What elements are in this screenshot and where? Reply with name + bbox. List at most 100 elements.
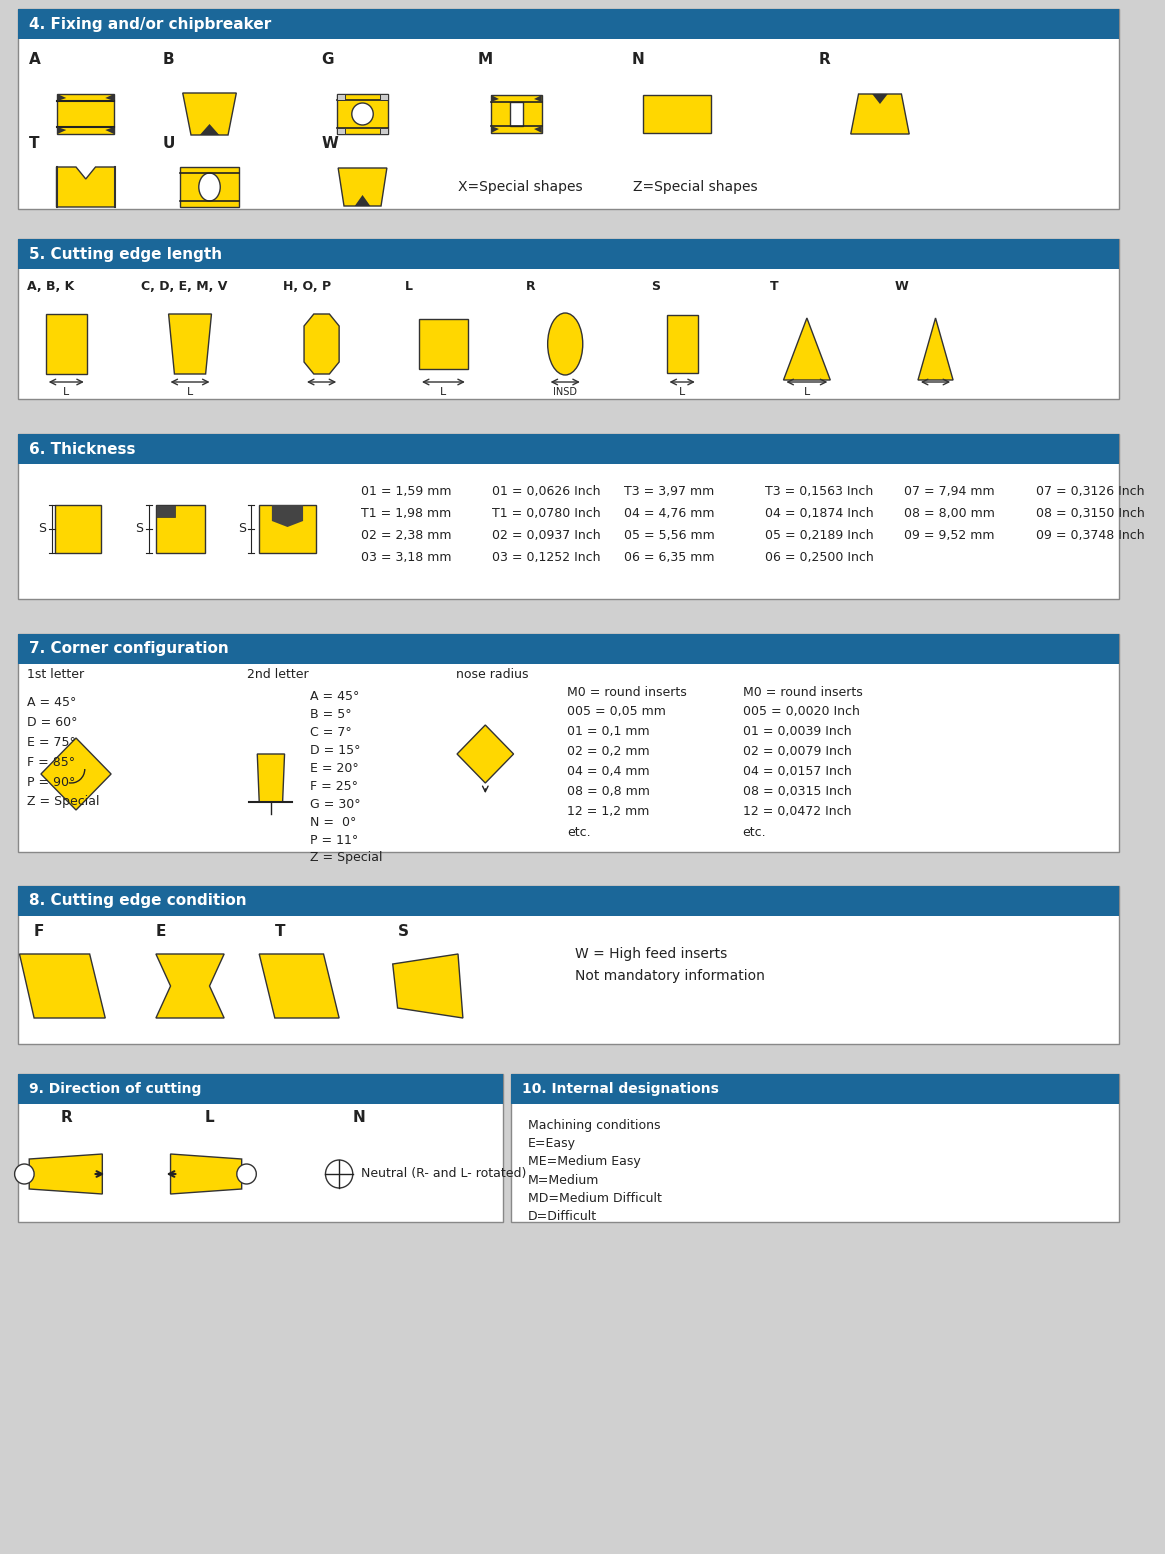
Bar [643,95,712,134]
Text: A = 45°: A = 45° [27,696,77,709]
Text: 08 = 0,8 mm: 08 = 0,8 mm [567,785,650,799]
Polygon shape [338,168,387,207]
Text: S: S [397,925,409,940]
Bar [509,103,523,126]
Text: E = 20°: E = 20° [310,761,359,774]
Text: 07 = 0,3126 Inch: 07 = 0,3126 Inch [1036,485,1144,499]
Text: etc.: etc. [567,825,591,839]
Text: etc.: etc. [742,825,767,839]
Text: H, O, P: H, O, P [283,281,331,294]
Text: 5. Cutting edge length: 5. Cutting edge length [29,247,223,261]
Bar [510,1074,1118,1221]
Text: 005 = 0,05 mm: 005 = 0,05 mm [567,706,666,718]
Text: A, B, K: A, B, K [27,281,75,294]
Bar [55,505,101,553]
Text: L: L [679,387,685,396]
Circle shape [352,103,373,124]
Bar [260,505,316,553]
Polygon shape [260,954,339,1018]
Text: S: S [135,522,143,536]
Text: 02 = 0,0937 Inch: 02 = 0,0937 Inch [492,530,601,542]
Text: F = 25°: F = 25° [310,780,358,793]
Polygon shape [393,954,463,1018]
Polygon shape [199,124,219,135]
Text: A = 45°: A = 45° [310,690,359,702]
Text: N: N [352,1111,365,1125]
Text: 06 = 6,35 mm: 06 = 6,35 mm [623,552,714,564]
Text: ME=Medium Easy: ME=Medium Easy [528,1156,641,1169]
Polygon shape [183,93,236,135]
Text: Neutral (R- and L- rotated): Neutral (R- and L- rotated) [360,1167,525,1181]
Text: 6. Thickness: 6. Thickness [29,441,136,457]
Ellipse shape [548,312,582,375]
Polygon shape [337,93,345,99]
Text: C, D, E, M, V: C, D, E, M, V [141,281,227,294]
Bar [156,505,205,553]
Text: G = 30°: G = 30° [310,797,360,811]
Text: 09 = 9,52 mm: 09 = 9,52 mm [904,530,995,542]
Text: 1st letter: 1st letter [27,668,84,681]
Text: D = 60°: D = 60° [27,715,78,729]
Text: W: W [322,137,339,151]
Text: Z=Special shapes: Z=Special shapes [634,180,758,194]
Text: 05 = 0,2189 Inch: 05 = 0,2189 Inch [765,530,874,542]
Text: N =  0°: N = 0° [310,816,356,828]
Bar [17,434,1118,598]
Text: 12 = 0,0472 Inch: 12 = 0,0472 Inch [742,805,852,819]
Text: 01 = 1,59 mm: 01 = 1,59 mm [360,485,451,499]
Polygon shape [457,726,514,783]
Text: 01 = 0,1 mm: 01 = 0,1 mm [567,726,650,738]
Polygon shape [850,93,909,134]
Text: 08 = 8,00 mm: 08 = 8,00 mm [904,508,995,521]
Polygon shape [380,93,388,99]
Bar [419,319,468,368]
Text: 04 = 4,76 mm: 04 = 4,76 mm [623,508,714,521]
Polygon shape [41,738,111,810]
Text: R: R [61,1111,72,1125]
Text: 08 = 0,3150 Inch: 08 = 0,3150 Inch [1036,508,1145,521]
Text: A: A [29,51,41,67]
Text: R: R [819,51,831,67]
Text: 005 = 0,0020 Inch: 005 = 0,0020 Inch [742,706,860,718]
Text: 4. Fixing and/or chipbreaker: 4. Fixing and/or chipbreaker [29,17,271,31]
Text: F: F [34,925,44,940]
Text: 12 = 1,2 mm: 12 = 1,2 mm [567,805,650,819]
Polygon shape [257,754,284,802]
Text: 03 = 3,18 mm: 03 = 3,18 mm [360,552,451,564]
Text: 02 = 2,38 mm: 02 = 2,38 mm [360,530,451,542]
Text: nose radius: nose radius [456,668,529,681]
Bar [181,166,239,207]
Text: M0 = round inserts: M0 = round inserts [742,685,862,698]
Text: 06 = 0,2500 Inch: 06 = 0,2500 Inch [765,552,874,564]
Text: B = 5°: B = 5° [310,707,352,721]
Text: 01 = 0,0039 Inch: 01 = 0,0039 Inch [742,726,852,738]
Bar [17,9,1118,208]
Text: L: L [404,281,412,294]
Bar [666,315,698,373]
Polygon shape [57,166,115,207]
Bar [17,239,1118,399]
Polygon shape [304,314,339,375]
Circle shape [325,1159,353,1187]
Text: W: W [895,281,909,294]
Bar [17,634,1118,664]
Bar [17,634,1118,852]
Text: Z = Special: Z = Special [27,796,100,808]
Text: Not mandatory information: Not mandatory information [576,970,765,984]
Text: 8. Cutting edge condition: 8. Cutting edge condition [29,894,247,909]
Ellipse shape [199,172,220,200]
Polygon shape [271,505,303,527]
Bar [17,886,1118,1044]
Polygon shape [20,954,105,1018]
Bar [17,9,1118,39]
Text: D = 15°: D = 15° [310,743,360,757]
Text: T3 = 3,97 mm: T3 = 3,97 mm [623,485,714,499]
Polygon shape [354,194,370,207]
Text: Machining conditions: Machining conditions [528,1119,661,1133]
Text: 7. Corner configuration: 7. Corner configuration [29,642,230,656]
Bar [17,239,1118,269]
Text: 04 = 0,1874 Inch: 04 = 0,1874 Inch [765,508,874,521]
Text: T3 = 0,1563 Inch: T3 = 0,1563 Inch [765,485,874,499]
Text: 01 = 0,0626 Inch: 01 = 0,0626 Inch [492,485,601,499]
Text: T: T [770,281,778,294]
